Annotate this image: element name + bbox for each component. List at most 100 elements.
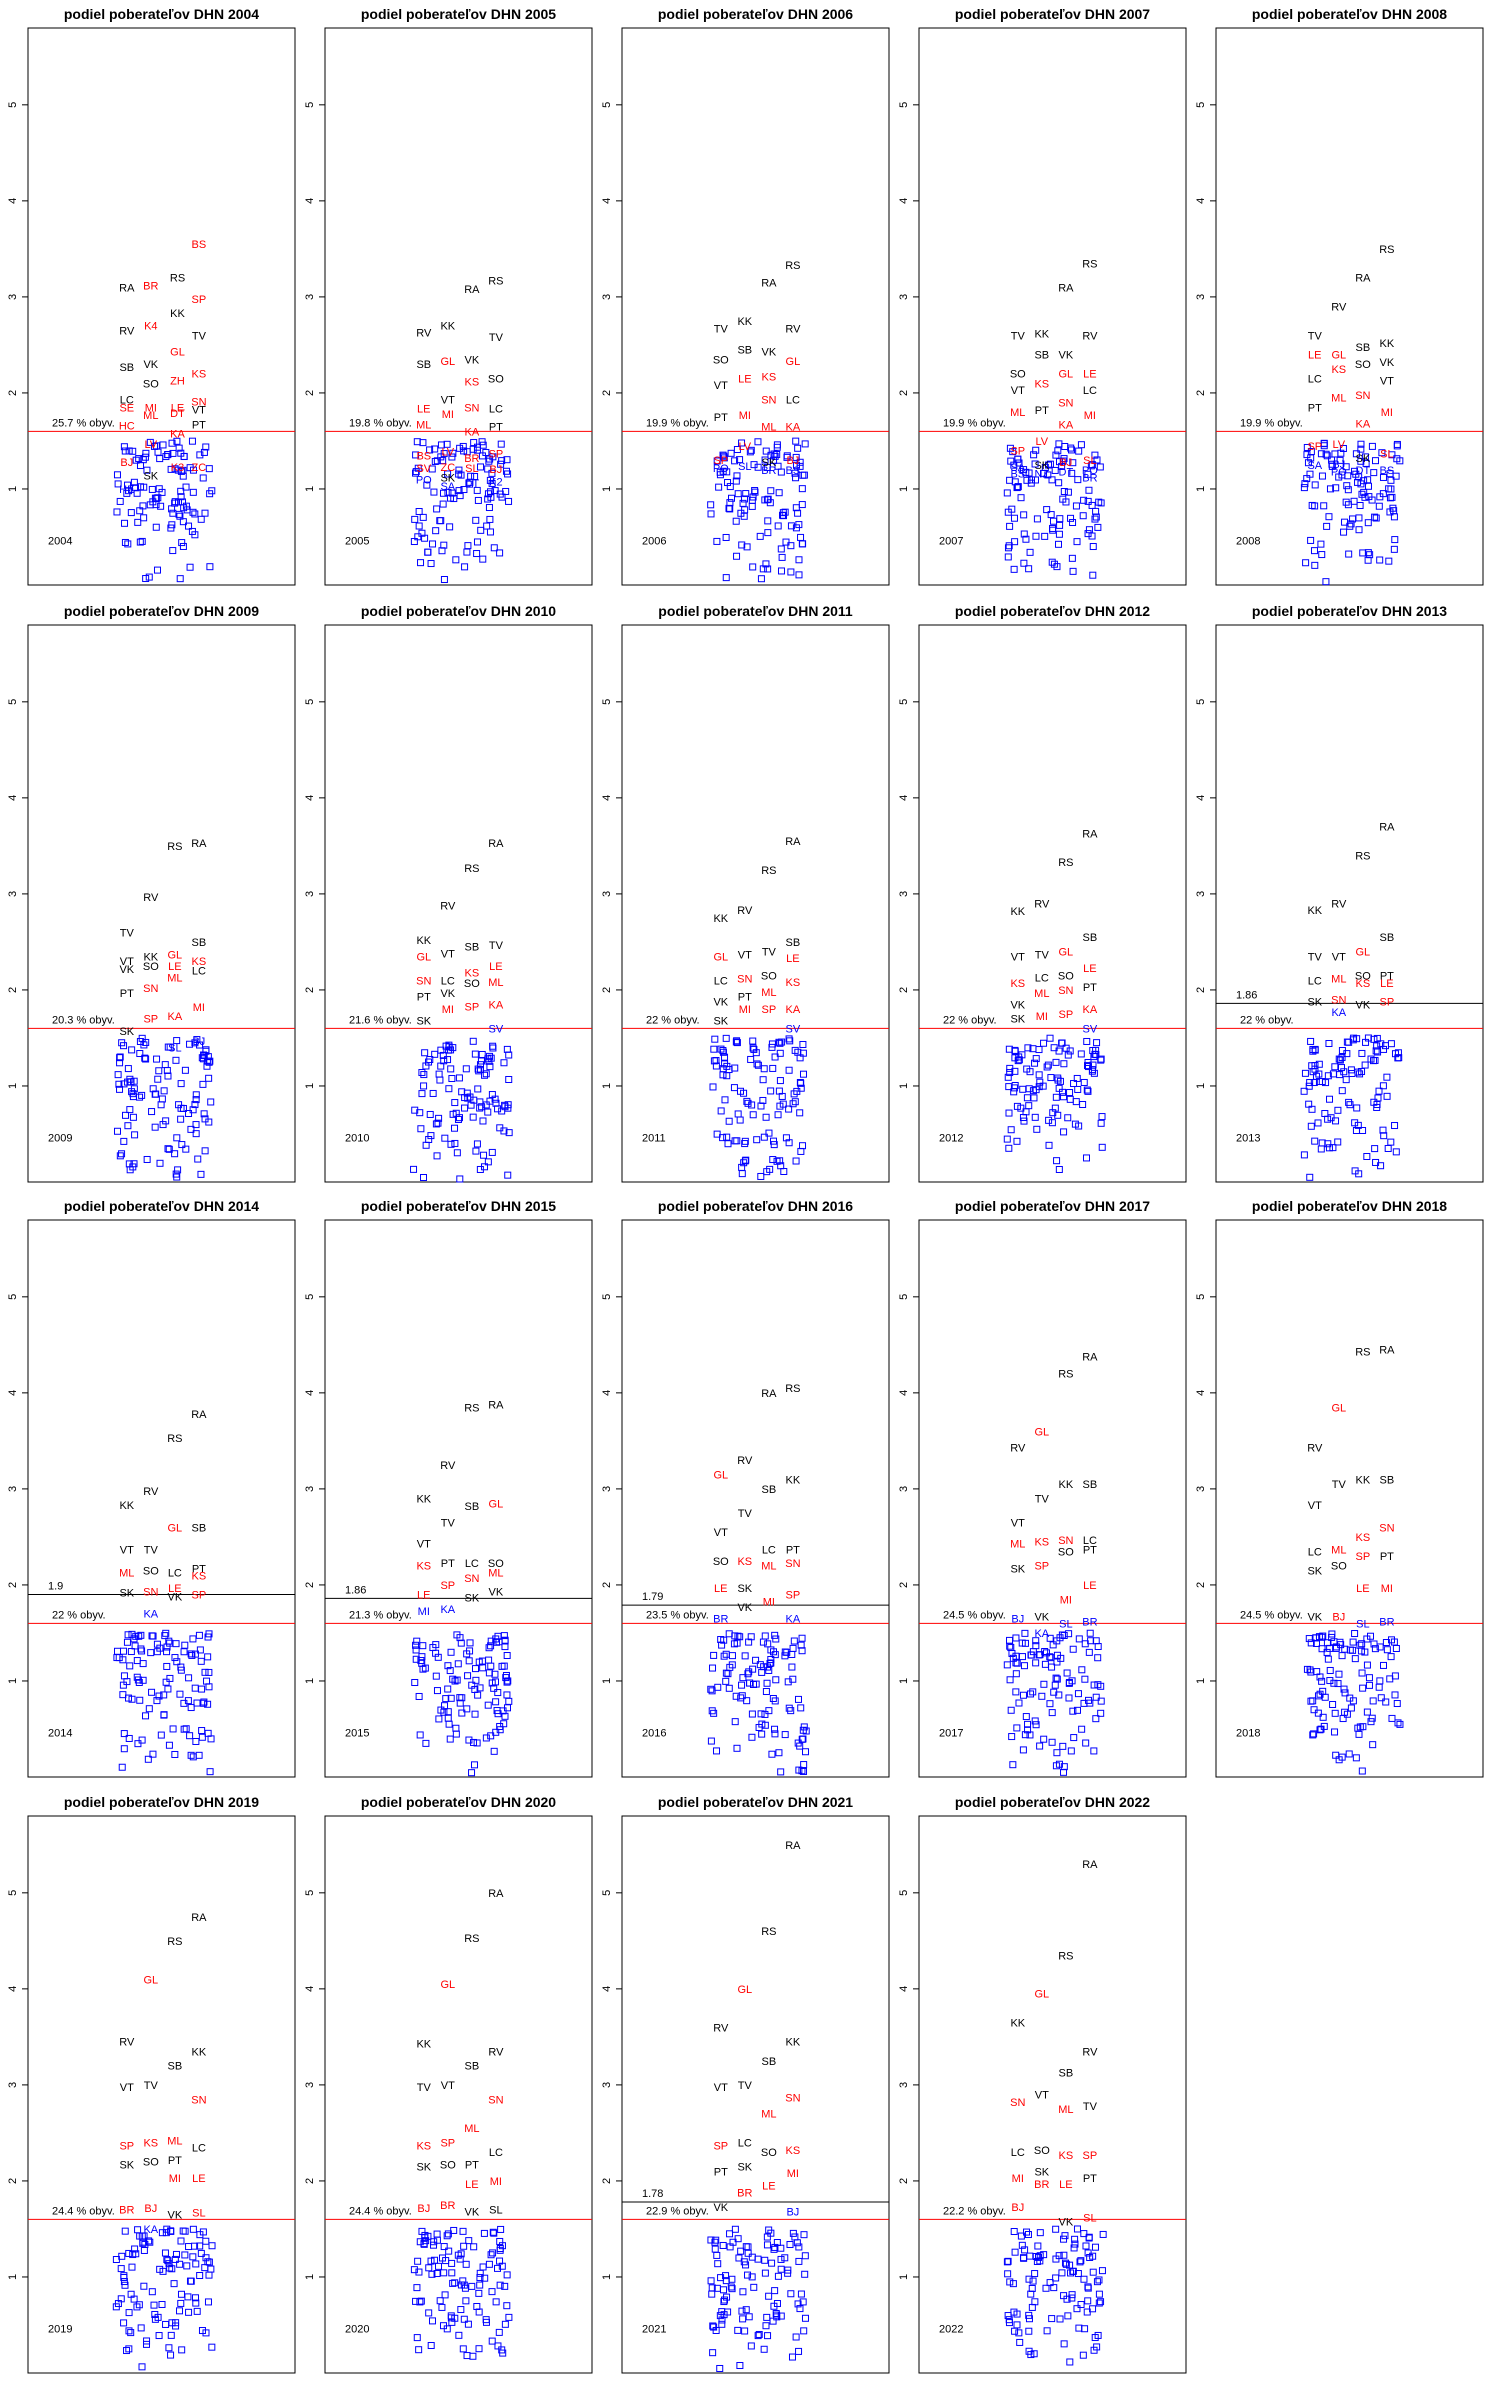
data-point [1331, 450, 1339, 458]
data-point [124, 1122, 132, 1130]
data-point [724, 1140, 732, 1148]
data-point [176, 512, 184, 520]
district-label: KA [465, 426, 480, 438]
data-point [498, 457, 506, 465]
district-label: KS [1356, 978, 1371, 990]
data-point [1394, 1719, 1402, 1727]
district-label: SP [465, 1001, 480, 1013]
data-point [1386, 1675, 1394, 1683]
data-point [142, 575, 150, 583]
district-label: SN [1355, 390, 1370, 402]
data-point [731, 1632, 739, 1640]
data-point [771, 452, 779, 460]
data-point [1076, 2258, 1084, 2266]
y-tick-label: 4 [1195, 795, 1207, 801]
data-point [138, 537, 146, 545]
data-point [1337, 449, 1345, 457]
data-point [116, 1053, 124, 1061]
data-point [1014, 455, 1022, 463]
data-point [1004, 1073, 1012, 1081]
data-point [187, 1125, 195, 1133]
data-point [1331, 1709, 1339, 1717]
district-label: KA [786, 1004, 801, 1016]
district-label: LE [1059, 2179, 1072, 2191]
data-point [173, 1134, 181, 1142]
data-point [1347, 1704, 1355, 1712]
district-label: SK [416, 1016, 431, 1028]
data-point [472, 1665, 480, 1673]
data-point [784, 2269, 792, 2277]
data-point [1353, 1104, 1361, 1112]
y-tick-label: 4 [1195, 1390, 1207, 1396]
data-point [1084, 530, 1092, 538]
data-point [792, 453, 800, 461]
y-tick-label: 4 [601, 795, 613, 801]
district-label: LC [1308, 1546, 1322, 1558]
data-point [1070, 1734, 1078, 1742]
district-label: RV [143, 1486, 159, 1498]
y-tick-label: 4 [304, 1986, 316, 1992]
data-point [496, 549, 504, 557]
data-point [719, 1071, 727, 1079]
reference-label: 1.86 [1236, 989, 1257, 1001]
district-label: LC [1083, 385, 1097, 397]
district-label: RA [191, 1912, 207, 1924]
data-point [1066, 1095, 1074, 1103]
data-point [425, 2309, 433, 2317]
data-point [201, 2264, 209, 2272]
data-point [193, 1699, 201, 1707]
y-tick-label: 5 [601, 699, 613, 705]
data-point [1074, 1690, 1082, 1698]
data-point [1093, 456, 1101, 464]
data-point [410, 2266, 418, 2274]
data-point [773, 2300, 781, 2308]
data-point [1090, 1747, 1098, 1755]
data-point [738, 1681, 746, 1689]
data-point [769, 1064, 777, 1072]
data-point [192, 1121, 200, 1129]
data-point [449, 449, 457, 457]
data-point [712, 1062, 720, 1070]
data-point [204, 1729, 212, 1737]
data-point [468, 2282, 476, 2290]
data-point [1364, 476, 1372, 484]
data-point [484, 495, 492, 503]
y-tick-label: 2 [304, 1582, 316, 1588]
y-tick-label: 5 [1195, 102, 1207, 108]
data-point [451, 1124, 459, 1132]
district-label: RS [785, 260, 800, 272]
data-point [428, 465, 436, 473]
data-point [177, 2299, 185, 2307]
district-label: GL [1331, 350, 1346, 362]
data-point [478, 1103, 486, 1111]
data-point [488, 1148, 496, 1156]
data-point [800, 471, 808, 479]
district-label: MI [739, 1004, 751, 1016]
data-point [1073, 1706, 1081, 1714]
data-point [165, 1741, 173, 1749]
data-point [456, 444, 464, 452]
data-point [163, 1648, 171, 1656]
data-point [179, 472, 187, 480]
data-point [764, 1640, 772, 1648]
data-point [430, 2241, 438, 2249]
data-point [1025, 2315, 1033, 2323]
data-point [470, 1738, 478, 1746]
data-point [179, 2227, 187, 2235]
district-label: MI [787, 2168, 799, 2180]
data-point [197, 2249, 205, 2257]
data-point [183, 2262, 191, 2270]
data-point [1092, 1637, 1100, 1645]
district-label: KA [168, 1011, 183, 1023]
district-label: VK [713, 2202, 728, 2214]
data-point [121, 2227, 129, 2235]
data-point [146, 2238, 154, 2246]
panel-title: podiel poberateľov DHN 2014 [64, 1198, 259, 1214]
district-label: SV [1083, 1023, 1098, 1035]
y-tick-label: 3 [7, 1486, 19, 1492]
data-point [1052, 2225, 1060, 2233]
district-label: VK [1010, 999, 1025, 1011]
data-point [491, 487, 499, 495]
data-point [1012, 1634, 1020, 1642]
data-point [800, 1767, 808, 1775]
